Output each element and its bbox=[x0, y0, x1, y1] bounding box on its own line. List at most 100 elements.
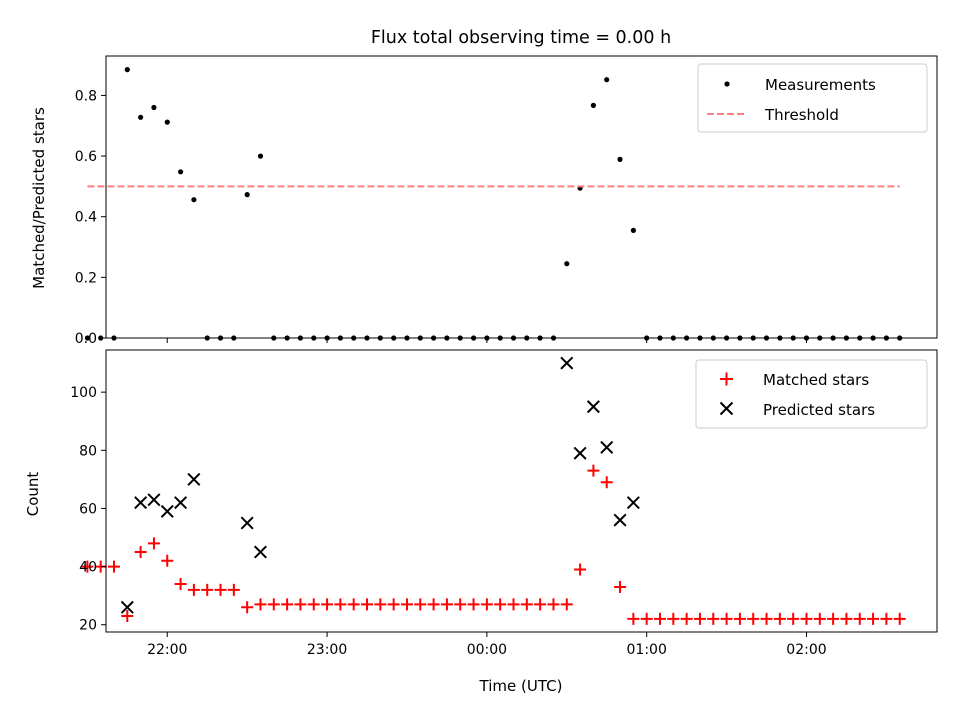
matched-stars-point bbox=[720, 612, 733, 625]
predicted-stars-point bbox=[147, 493, 161, 507]
matched-stars-point bbox=[467, 598, 480, 611]
y-tick-label: 80 bbox=[79, 443, 97, 459]
matched-stars-point bbox=[241, 601, 254, 614]
ratio-legend: Measurements Threshold bbox=[697, 63, 928, 133]
matched-stars-point bbox=[600, 476, 613, 489]
legend-predicted-marker bbox=[719, 401, 734, 416]
matched-stars-point bbox=[81, 560, 94, 573]
legend-threshold-label: Threshold bbox=[764, 106, 839, 124]
measurement-point bbox=[151, 104, 157, 111]
legend-matched-label: Matched stars bbox=[763, 371, 869, 389]
count-panel: Count Time (UTC) 20 40 60 80 100 22:00 23:00 00… bbox=[24, 349, 938, 695]
measurement-point bbox=[244, 192, 250, 198]
x-tick-label: 01:00 bbox=[627, 642, 667, 658]
matched-stars-point bbox=[174, 578, 187, 591]
legend-predicted-label: Predicted stars bbox=[763, 401, 875, 419]
count-legend: Matched stars Predicted stars bbox=[695, 359, 928, 429]
predicted-stars-point bbox=[187, 472, 201, 486]
matched-stars-point bbox=[587, 464, 600, 477]
matched-stars-point bbox=[827, 612, 840, 625]
measurement-point bbox=[164, 119, 170, 125]
matched-stars-point bbox=[454, 598, 467, 611]
matched-stars-point bbox=[161, 554, 174, 567]
matched-stars-point bbox=[214, 583, 227, 596]
predicted-stars-point bbox=[600, 440, 614, 454]
predicted-stars-point bbox=[613, 513, 627, 527]
matched-stars-point bbox=[733, 612, 746, 625]
predicted-stars-point bbox=[253, 545, 267, 559]
matched-stars-point bbox=[547, 598, 560, 611]
matched-stars-point bbox=[853, 612, 866, 625]
y-tick-label: 0.2 bbox=[75, 270, 97, 286]
matched-stars-point bbox=[627, 612, 640, 625]
x-axis-label: Time (UTC) bbox=[479, 677, 563, 695]
measurement-point bbox=[191, 197, 197, 203]
matched-stars-point bbox=[134, 546, 147, 559]
matched-stars-point bbox=[680, 612, 693, 625]
measurement-point bbox=[178, 169, 184, 175]
matched-stars-point bbox=[614, 580, 627, 593]
y-axis-label: Matched/Predicted stars bbox=[30, 107, 48, 289]
plot-frame bbox=[105, 55, 938, 339]
measurement-point bbox=[617, 156, 623, 162]
matched-stars-point bbox=[760, 612, 773, 625]
predicted-stars-point bbox=[573, 446, 587, 460]
matched-stars-point bbox=[400, 598, 413, 611]
matched-stars-point bbox=[893, 612, 906, 625]
matched-stars-point bbox=[667, 612, 680, 625]
matched-stars-point bbox=[201, 583, 214, 596]
measurement-point bbox=[138, 114, 144, 120]
legend-matched-marker bbox=[720, 372, 733, 386]
y-tick-label: 40 bbox=[79, 560, 97, 576]
count-axes: 20 40 60 80 100 22:00 23:00 00:00 01:00 02:00 bbox=[70, 349, 938, 658]
matched-stars-point bbox=[227, 583, 240, 596]
matched-stars-point bbox=[267, 598, 280, 611]
matched-stars-point bbox=[560, 598, 573, 611]
matched-stars-point bbox=[813, 612, 826, 625]
matched-stars-point bbox=[693, 612, 706, 625]
count-marks bbox=[81, 356, 906, 625]
matched-stars-point bbox=[880, 612, 893, 625]
matched-stars-point bbox=[494, 598, 507, 611]
matched-stars-point bbox=[347, 598, 360, 611]
x-tick-label: 02:00 bbox=[786, 642, 826, 658]
y-tick-label: 0.6 bbox=[75, 149, 97, 165]
x-tick-label: 00:00 bbox=[467, 642, 507, 658]
measurement-point bbox=[84, 335, 90, 341]
matched-stars-point bbox=[520, 598, 533, 611]
y-axis-label: Count bbox=[24, 472, 42, 517]
matched-stars-point bbox=[800, 612, 813, 625]
measurement-point bbox=[98, 335, 104, 341]
predicted-stars-point bbox=[174, 496, 188, 510]
measurement-point bbox=[630, 227, 637, 233]
predicted-stars-point bbox=[134, 496, 148, 510]
matched-stars-point bbox=[867, 612, 880, 625]
measurement-point bbox=[564, 261, 570, 267]
predicted-stars-point bbox=[586, 400, 600, 414]
legend-measurements-marker bbox=[724, 81, 730, 87]
measurement-point bbox=[590, 102, 597, 108]
matched-stars-point bbox=[294, 598, 307, 611]
matched-stars-point bbox=[574, 563, 587, 576]
matched-stars-point bbox=[414, 598, 427, 611]
matched-stars-point bbox=[321, 598, 334, 611]
matched-stars-point bbox=[307, 598, 320, 611]
y-tick-label: 0.4 bbox=[75, 210, 97, 226]
matched-stars-point bbox=[374, 598, 387, 611]
matched-stars-point bbox=[787, 612, 800, 625]
matched-stars-point bbox=[640, 612, 653, 625]
matched-stars-point bbox=[107, 560, 120, 573]
chart-title: Flux total observing time = 0.00 h bbox=[371, 28, 671, 48]
y-tick-label: 20 bbox=[79, 618, 97, 634]
matched-stars-point bbox=[334, 598, 347, 611]
matched-stars-point bbox=[427, 598, 440, 611]
matched-stars-point bbox=[507, 598, 520, 611]
matched-stars-point bbox=[281, 598, 294, 611]
matched-stars-point bbox=[121, 610, 134, 623]
plot-frame bbox=[105, 349, 938, 633]
y-tick-label: 0.0 bbox=[75, 331, 97, 347]
matched-stars-point bbox=[187, 583, 200, 596]
matched-stars-point bbox=[840, 612, 853, 625]
measurement-point bbox=[257, 153, 264, 159]
matched-stars-point bbox=[480, 598, 493, 611]
